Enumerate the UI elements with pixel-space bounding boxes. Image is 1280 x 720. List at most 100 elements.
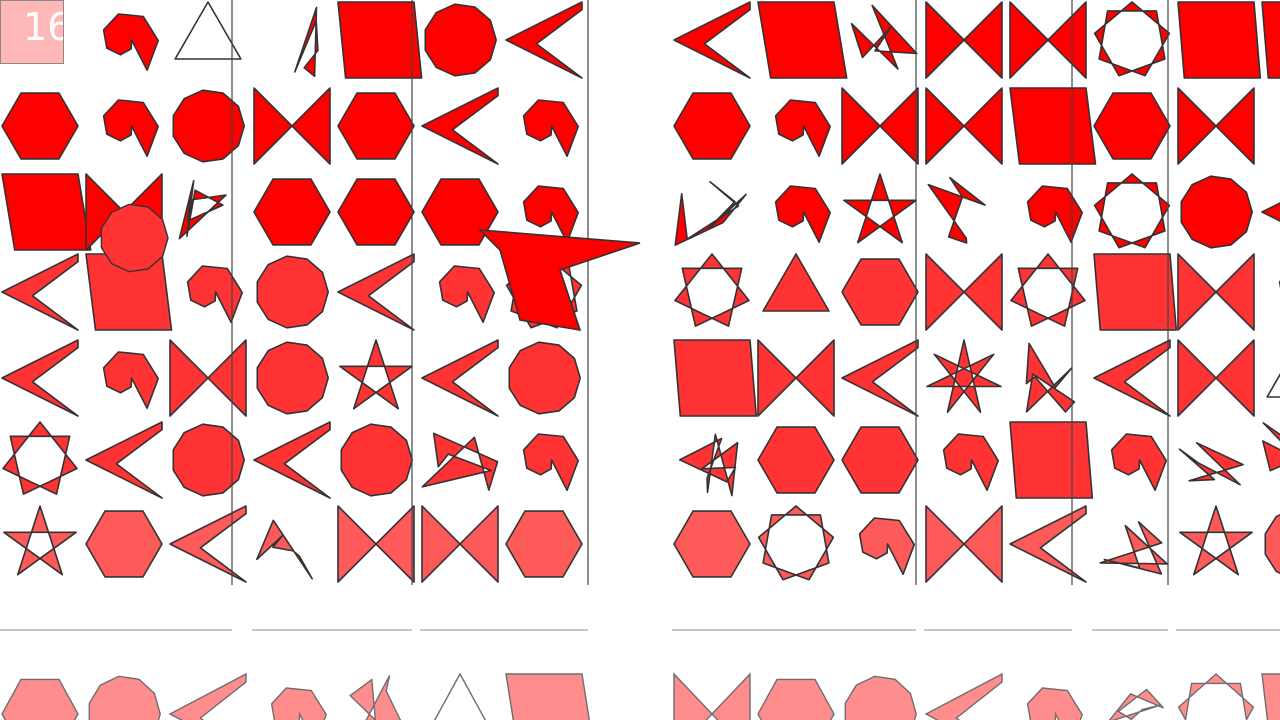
polygon-shape bbox=[421, 178, 499, 246]
polygon-shape bbox=[1177, 87, 1255, 165]
polygon-shape bbox=[925, 87, 1003, 165]
polygon-shape bbox=[421, 339, 499, 417]
polygon-shape bbox=[673, 92, 751, 160]
polygon-shape bbox=[438, 265, 496, 324]
polygon-shape bbox=[337, 505, 415, 583]
polygon-shape bbox=[1177, 253, 1255, 331]
polygon-shape-partial bbox=[270, 687, 327, 720]
polygon-shape bbox=[1025, 342, 1076, 413]
polygon-shape bbox=[1262, 422, 1280, 472]
polygon-shape bbox=[1, 253, 79, 331]
polygon-shape bbox=[178, 179, 227, 240]
polygon-shape bbox=[1099, 521, 1168, 575]
polygon-shape-partial bbox=[168, 672, 247, 720]
polygon-shape bbox=[774, 99, 832, 157]
polygon-shape bbox=[3, 505, 77, 576]
polygon-shape bbox=[2, 421, 78, 496]
polygon-shape bbox=[1, 92, 79, 160]
polygon-shape bbox=[1026, 185, 1083, 243]
polygon-shape-partial bbox=[1026, 687, 1083, 720]
polygon-shape bbox=[340, 423, 414, 497]
polygon-shape-partial bbox=[673, 672, 751, 720]
polygon-shape bbox=[762, 253, 830, 312]
polygon-shape bbox=[925, 505, 1003, 583]
polygon-shape bbox=[1093, 173, 1171, 249]
polygon-shape bbox=[1261, 202, 1280, 222]
polygon-shape bbox=[1178, 441, 1244, 486]
polygon-shape bbox=[678, 433, 739, 497]
polygon-shape bbox=[843, 173, 917, 244]
polygon-shape bbox=[774, 185, 832, 243]
polygon-shape bbox=[339, 339, 413, 410]
polygon-shape bbox=[673, 510, 751, 578]
polygon-shape bbox=[1266, 373, 1280, 398]
polygon-shape-partial bbox=[1, 678, 79, 720]
polygon-shape bbox=[841, 87, 919, 165]
polygon-shape bbox=[85, 421, 163, 499]
polygon-shape bbox=[757, 1, 848, 79]
polygon-shape-floating bbox=[100, 203, 169, 273]
polygon-shape-partial bbox=[1261, 673, 1280, 720]
polygon-shape bbox=[1261, 1, 1280, 79]
polygon-shape-partial bbox=[505, 673, 591, 720]
polygon-shape bbox=[858, 517, 916, 576]
polygon-shape bbox=[421, 432, 499, 491]
polygon-shape bbox=[256, 255, 330, 329]
polygon-shape-partial bbox=[844, 675, 917, 720]
polygon-shape bbox=[522, 185, 580, 243]
polygon-shape bbox=[757, 426, 835, 494]
polygon-shape-partial bbox=[349, 675, 402, 720]
polygon-shape bbox=[925, 253, 1003, 331]
polygon-shape bbox=[293, 6, 319, 77]
polygon-shape bbox=[505, 1, 583, 79]
polygon-shape bbox=[253, 421, 331, 499]
polygon-shape bbox=[925, 1, 1003, 79]
polygon-shape bbox=[508, 341, 582, 415]
polygon-shape bbox=[1093, 1, 1171, 77]
polygon-shape bbox=[1009, 1, 1087, 79]
polygon-shape bbox=[172, 423, 245, 497]
counter-badge: 16 bbox=[0, 0, 64, 64]
polygon-shape bbox=[841, 258, 919, 326]
polygon-shape bbox=[673, 339, 758, 417]
polygon-shape bbox=[337, 1, 423, 79]
polygon-shape bbox=[1177, 1, 1262, 79]
polygon-shape bbox=[757, 339, 835, 417]
polygon-shape bbox=[256, 341, 330, 415]
polygon-shape bbox=[1093, 92, 1171, 160]
polygon-shape bbox=[1, 339, 79, 417]
polygon-shape bbox=[1009, 421, 1094, 499]
polygon-shape bbox=[1093, 253, 1178, 331]
polygon-shape bbox=[522, 99, 580, 157]
polygon-shape bbox=[102, 13, 159, 71]
polygon-shape bbox=[1093, 339, 1171, 417]
polygon-shape bbox=[1180, 175, 1253, 249]
polygon-shape bbox=[102, 351, 159, 410]
polygon-shape bbox=[674, 253, 750, 328]
polygon-shape bbox=[85, 510, 163, 578]
polygon-shape bbox=[253, 87, 331, 165]
polygon-shape-partial bbox=[88, 675, 161, 720]
polygon-shape bbox=[942, 433, 1000, 492]
polygon-shape bbox=[1264, 514, 1280, 574]
polygon-shape bbox=[505, 510, 583, 578]
polygon-shape bbox=[337, 253, 415, 331]
polygon-shape bbox=[673, 1, 751, 79]
polygon-shape bbox=[927, 176, 986, 244]
polygon-shape bbox=[522, 433, 580, 492]
polygon-shape bbox=[169, 505, 247, 583]
polygon-shape bbox=[1009, 87, 1097, 165]
polygon-shape bbox=[169, 339, 247, 417]
polygon-shape bbox=[186, 265, 243, 324]
polygon-shape bbox=[1110, 433, 1167, 492]
polygon-shape bbox=[421, 505, 499, 583]
polygon-shape-partial bbox=[757, 678, 835, 720]
polygon-shape bbox=[253, 178, 331, 246]
polygon-shape-partial bbox=[924, 672, 1003, 720]
polygon-shape bbox=[424, 3, 498, 77]
polygon-shape bbox=[1, 173, 92, 251]
polygon-shape bbox=[421, 87, 499, 165]
polygon-shape bbox=[1179, 505, 1253, 576]
